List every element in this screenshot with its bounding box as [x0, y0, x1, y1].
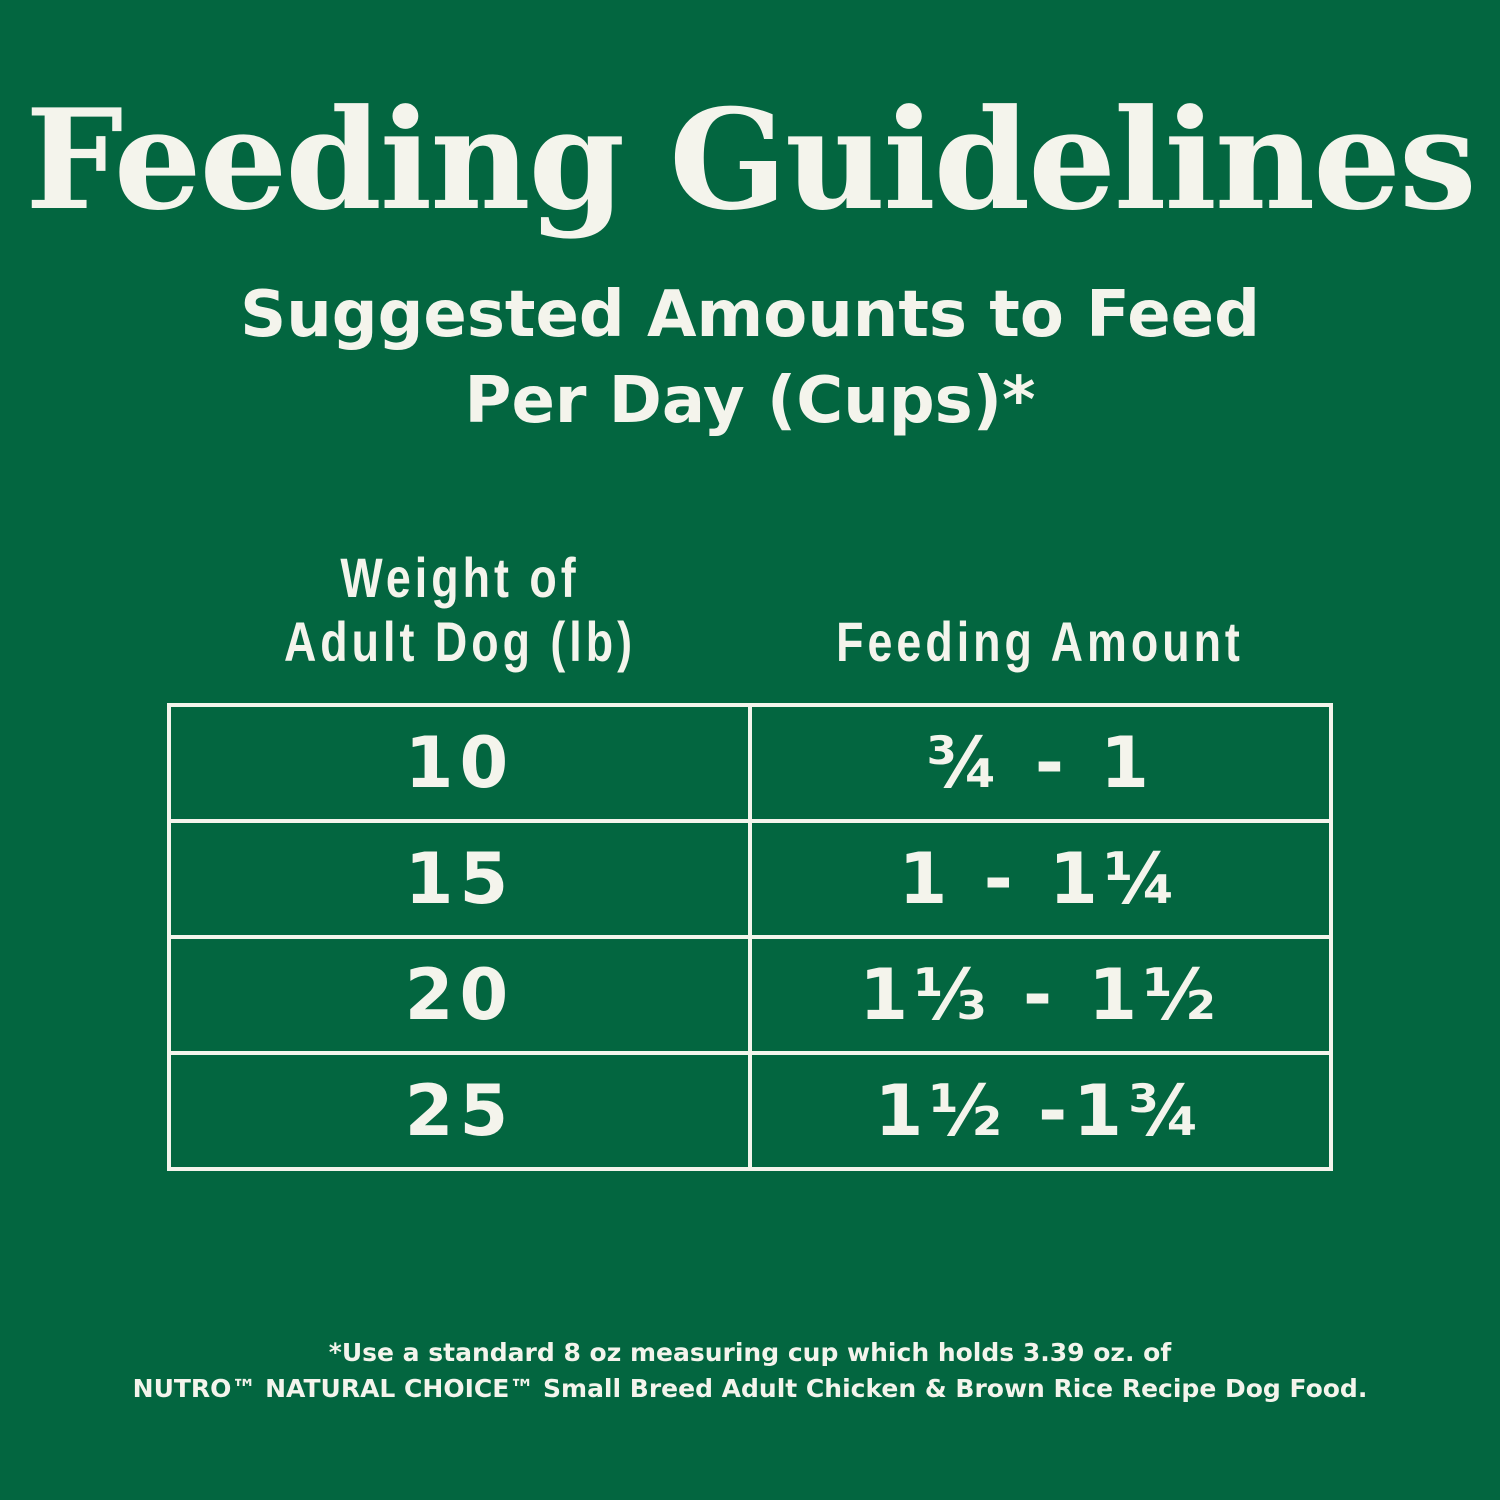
column-header: Feeding Amount: [800, 610, 1280, 674]
title: Feeding Guidelines: [25, 78, 1476, 241]
cell: 10: [167, 703, 752, 823]
header-line: Weight of: [340, 546, 580, 609]
cell: 1 - 1¼: [748, 819, 1333, 939]
cell: 1½ -1¾: [748, 1051, 1333, 1171]
row: 20 1⅓ - 1½: [167, 935, 1333, 1055]
subtitle-line: Suggested Amounts to Feed: [240, 278, 1260, 352]
subtitle-line: Per Day (Cups)*: [464, 364, 1036, 438]
footnote-line: *Use a standard 8 oz measuring cup which…: [328, 1338, 1172, 1367]
column-header: Weight of Adult Dog (lb): [220, 546, 700, 674]
table: 10 ¾ - 1 15 1 - 1¼ 20 1⅓ - 1½ 25 1½ -1¾: [167, 703, 1333, 1171]
row: 15 1 - 1¼: [167, 819, 1333, 939]
header-line: Feeding Amount: [836, 610, 1244, 673]
row: 10 ¾ - 1: [167, 703, 1333, 823]
cell: 25: [167, 1051, 752, 1171]
footnote: *Use a standard 8 oz measuring cup which…: [0, 1335, 1500, 1407]
subtitle: Suggested Amounts to Feed Per Day (Cups)…: [0, 272, 1500, 444]
cell: 20: [167, 935, 752, 1055]
footnote-line: NUTRO™ NATURAL CHOICE™ Small Breed Adult…: [132, 1374, 1368, 1403]
header-line: Adult Dog (lb): [283, 610, 637, 673]
cell: 1⅓ - 1½: [748, 935, 1333, 1055]
cell: 15: [167, 819, 752, 939]
cell: ¾ - 1: [748, 703, 1333, 823]
row: 25 1½ -1¾: [167, 1051, 1333, 1171]
